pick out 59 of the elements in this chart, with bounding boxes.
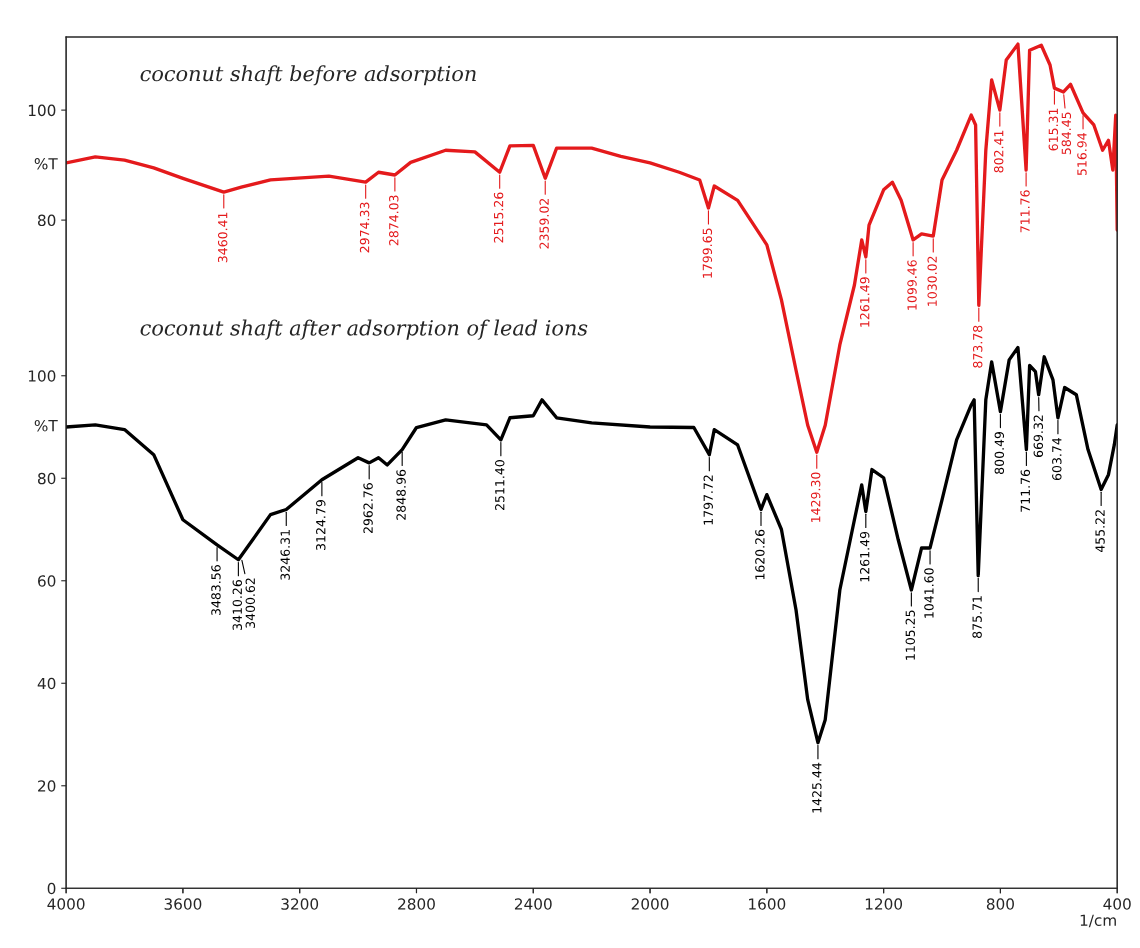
annotation: 603.74 (1052, 437, 1062, 481)
annotation: 873.78 (972, 325, 983, 368)
x-axis-title: 1/cm (1080, 914, 1116, 928)
annotation: 2515.26 (493, 192, 504, 243)
y-tick-label: 100 (28, 104, 56, 117)
annotation: 3246.31 (280, 530, 290, 580)
x-tick-label: 3200 (281, 898, 319, 910)
annotation: 584.45 (1061, 112, 1072, 155)
annotation: 3483.56 (211, 565, 221, 616)
annotation: 1261.49 (859, 277, 870, 327)
annotation: 800.49 (994, 431, 1005, 474)
y-tick-label: 80 (37, 214, 56, 227)
y-tick-label: 20 (38, 780, 56, 792)
y-tick-label: 60 (38, 575, 56, 587)
x-tick-label: 1200 (865, 898, 903, 910)
annotation: 1099.46 (907, 260, 917, 310)
annotation: 1425.44 (812, 762, 822, 813)
x-tick-label: 1600 (749, 898, 786, 910)
annotation: 711.76 (1020, 469, 1031, 512)
annotation: 2511.40 (495, 460, 505, 511)
annotation: 711.76 (1020, 190, 1030, 233)
annotation: 3124.79 (316, 500, 326, 550)
annotation: 1797.72 (703, 475, 713, 525)
annotation: 669.32 (1033, 415, 1044, 458)
y-tick-label: 40 (37, 677, 56, 690)
x-tick-label: 2000 (631, 898, 669, 910)
y-tick-label: 80 (37, 472, 56, 485)
annotation: 516.94 (1077, 133, 1087, 176)
y-tick-label: 100 (28, 370, 56, 382)
annotation: 1620.26 (755, 529, 765, 580)
x-tick-label: 3600 (164, 898, 202, 910)
annotation: 1799.65 (702, 228, 713, 278)
text: coconut shaft before adsorption (140, 65, 476, 86)
annotation: 3410.26 (232, 579, 243, 630)
annotation: 615.31 (1048, 108, 1059, 151)
annotation: 1429.30 (810, 472, 821, 522)
annotation: 802.41 (994, 130, 1004, 173)
annotation: 1261.49 (859, 531, 870, 582)
annotation: 2962.76 (363, 483, 373, 534)
y-axis-title: %T (34, 157, 58, 170)
annotation: 875.71 (972, 596, 982, 638)
y-tick-label: 0 (47, 882, 56, 895)
annotation: 2874.03 (389, 195, 399, 246)
x-tick-label: 400 (1103, 898, 1131, 910)
annotation: 1030.02 (927, 256, 937, 306)
x-tick-label: 2400 (514, 898, 552, 910)
x-tick-label: 4000 (47, 898, 85, 910)
annotation: 1041.60 (924, 568, 934, 618)
x-tick-label: 800 (986, 898, 1014, 910)
y-axis-title: %T (34, 419, 58, 432)
text: coconut shaft after adsorption of lead ions (140, 319, 588, 340)
annotation: 2848.96 (396, 469, 406, 520)
annotation: 2359.02 (539, 199, 549, 249)
annotation: 2974.33 (359, 202, 370, 253)
annotation: 3400.62 (245, 578, 256, 628)
x-tick-label: 2800 (398, 898, 435, 910)
annotation: 1105.25 (905, 610, 915, 660)
annotation: 455.22 (1095, 510, 1105, 553)
annotation: 3460.41 (217, 212, 228, 263)
